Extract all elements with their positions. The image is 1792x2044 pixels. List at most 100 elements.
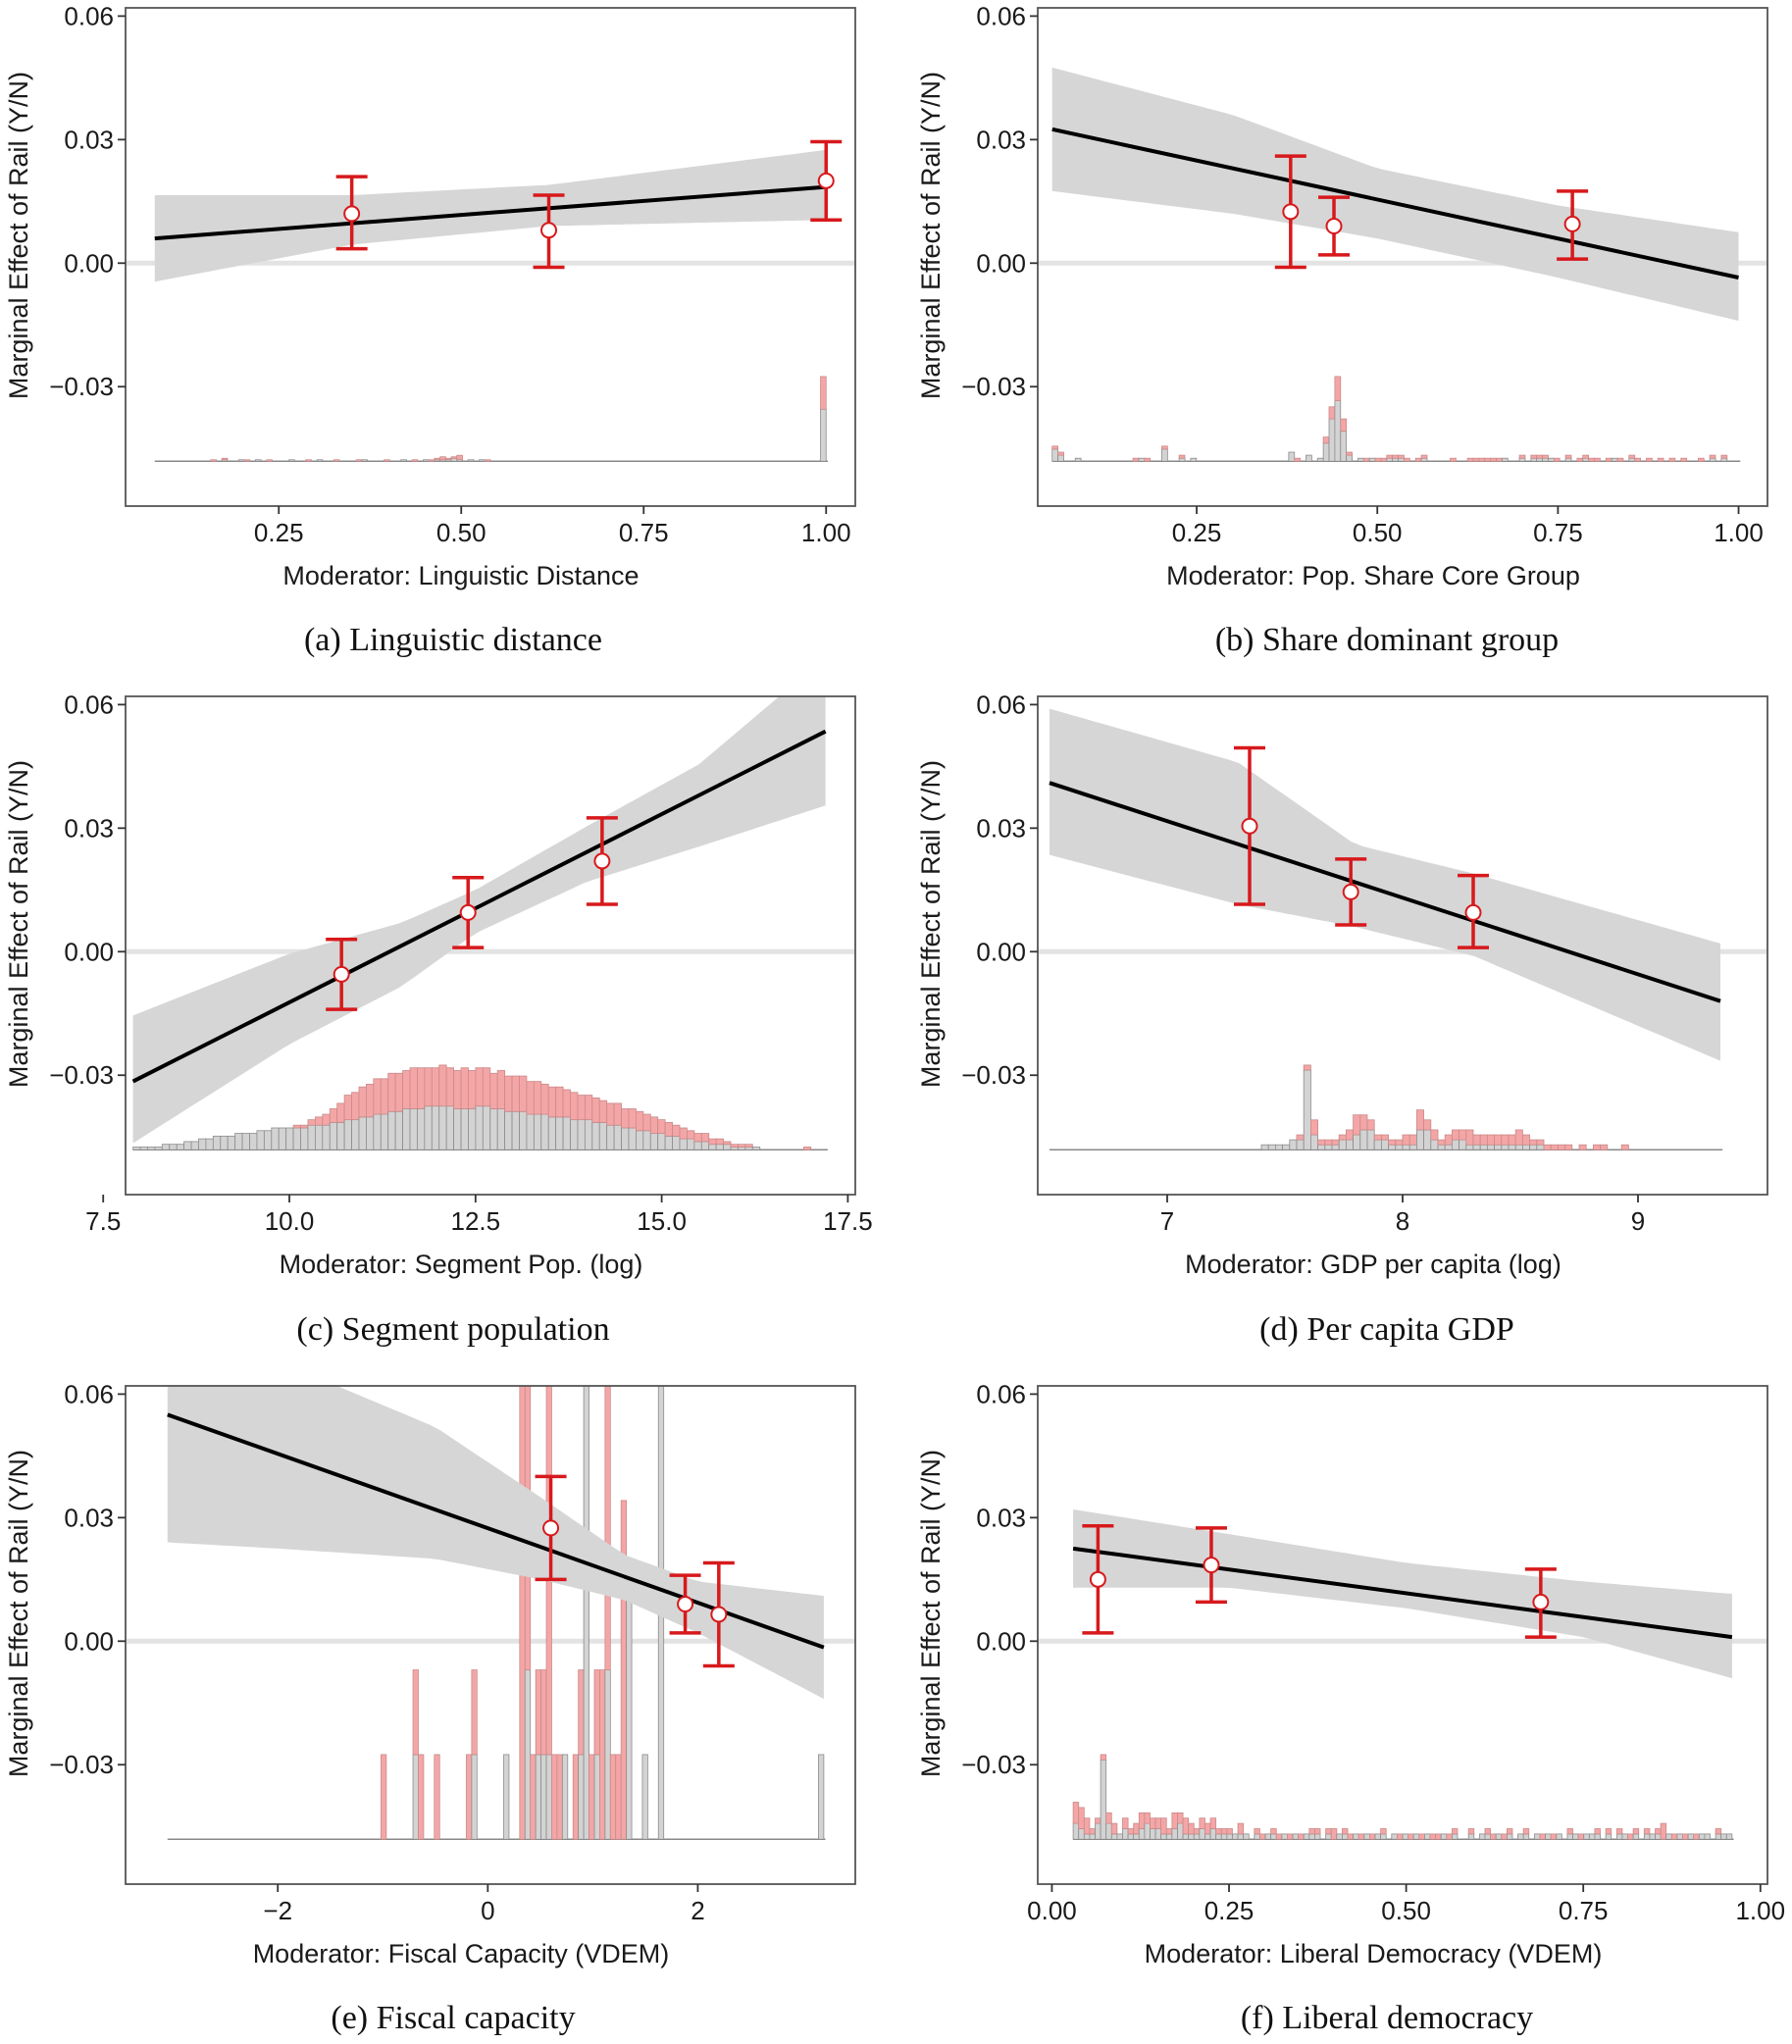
panel-c-hist-bar-grey [322,1124,331,1150]
panel-d-hist-bar-red [1338,1134,1347,1141]
panel-a-point-marker [343,205,361,223]
panel-b-hist-bar-red [1161,445,1168,450]
panel-f-hist-bar-grey [1314,1833,1321,1840]
panel-d-hist-bar-grey [1395,1144,1404,1150]
panel-f-hist-bar-red [1369,1833,1376,1840]
panel-b-hist-bar-red [1564,454,1572,459]
panel-d-xlabel: Moderator: GDP per capita (log) [1185,1250,1562,1279]
panel-c-hist-bar-grey [147,1147,156,1150]
panel-e-hist-bar-grey [593,1754,600,1840]
panel-f-point-marker [1532,1593,1550,1610]
panel-f-hist-bar-grey [1281,1833,1288,1840]
panel-f-hist-bar-red [1089,1828,1096,1835]
panel-c-hist-bar-grey [649,1133,659,1150]
panel-b-ytick-label: 0.00 [976,248,1026,278]
panel-d-hist-bar-red [1353,1114,1361,1136]
panel-e-hist-bar-grey [545,1754,552,1840]
panel-d-hist-bar-grey [1402,1144,1410,1150]
panel-d-point-marker [1241,817,1258,835]
panel-f-ytick-label: 0.00 [976,1626,1026,1656]
panel-b-hist-bar-grey [1386,457,1394,462]
panel-f-hist-bar-grey [1374,1833,1382,1840]
panel-a-hist-bar-red [384,459,390,462]
panel-f-hist-bar-red [1693,1833,1700,1840]
panel-c-hist-bar-grey [424,1105,433,1150]
panel-c-hist-bar-red [445,1067,455,1107]
panel-f-point-marker [1089,1570,1106,1588]
panel-a-ytick-label: −0.03 [49,372,114,401]
panel-f-hist-bar-red [1347,1833,1355,1840]
panel-f-hist-bar-red [1435,1833,1442,1840]
panel-b-hist-bar-red [1414,457,1422,462]
panel-b-hist-bar-grey [1628,457,1636,462]
panel-d-hist-bar-red [1416,1109,1425,1131]
panel-c-xlabel: Moderator: Segment Pop. (log) [280,1250,643,1279]
panel-c-hist-bar-grey [738,1147,746,1150]
panel-c-hist-bar-red [519,1075,528,1112]
panel-f-hist-bar-grey [1144,1822,1151,1840]
panel-a-hist-bar-grey [361,459,368,462]
panel-f-hist-bar-red [1467,1828,1475,1835]
panel-a-hist-bar-red [484,459,491,462]
panel-f-hist-bar-grey [1165,1833,1173,1840]
panel-f-hist-bar-grey [1506,1833,1513,1840]
panel-f-hist-bar-red [1627,1833,1634,1840]
panel-f-hist-bar-grey [1440,1833,1448,1840]
panel-e: Marginal Effect of Rail (Y/N) Moderator:… [4,1379,856,2036]
panel-a-hist-bar-red [355,459,363,462]
panel-c-hist-bar-grey [540,1113,549,1150]
panel-f-point-3 [1524,1567,1557,1639]
panel-c-hist-bar-grey [657,1133,666,1150]
panel-c-hist-bar-red [504,1075,513,1112]
panel-d-hist-bar-grey [1423,1129,1432,1150]
panel-f-hist-bar-red [1122,1817,1129,1829]
panel-d-hist-bar-grey [1296,1139,1305,1150]
panel-f-hist-bar-grey [1303,1833,1310,1840]
panel-a-ytick-label: 0.06 [64,1,114,30]
panel-b-hist-bar-red [1380,457,1388,462]
panel-f-xtick-label: 0.50 [1381,1896,1431,1925]
panel-f-hist-bar-grey [1478,1833,1486,1840]
panel-f-hist-bar-grey [1193,1833,1201,1840]
panel-a-hist-bar-grey [288,459,295,462]
panel-b-hist-bar-grey [1161,448,1168,462]
panel-d-point-marker [1464,903,1482,921]
panel-b-hist-bar-red [1542,454,1549,459]
panel-f-hist-bar-grey [1105,1822,1112,1840]
panel-f-xtick-label: 0.25 [1204,1896,1254,1925]
panel-f-hist-bar-red [1397,1833,1404,1840]
panel-e-ytick-label: 0.06 [64,1379,114,1408]
panel-f-hist-bar-red [1199,1817,1205,1829]
panel-f-hist-bar-red [1298,1833,1305,1840]
panel-a-point-2 [533,193,565,270]
panel-a-hist-bar-red [411,459,419,462]
panel-c-hist-bar-red [482,1067,491,1107]
panel-c-hist-bar-grey [475,1105,484,1150]
panel-f-hist-bar-grey [1204,1833,1211,1840]
panel-d-hist-bar-red [1550,1144,1559,1150]
panel-a-hist-bar-grey [820,408,827,462]
panel-f-plot-area [1038,1509,1767,1841]
panel-f-hist-bar-grey [1127,1833,1135,1840]
panel-e-hist-bar-grey [604,1669,611,1840]
panel-f-hist-bar-grey [1254,1833,1260,1840]
panel-c-hist-bar-red [584,1095,593,1121]
panel-e-hist-bar-red [434,1754,440,1840]
panel-f-xtick-label: 1.00 [1735,1896,1785,1925]
panel-f-hist-bar-red [1182,1817,1190,1835]
panel-c-hist-bar-red [380,1078,389,1115]
panel-f-hist-bar-grey [1517,1833,1524,1840]
panel-f-hist-bar-grey [1150,1828,1156,1840]
panel-c-hist-bar-grey [278,1127,287,1150]
panel-f-point-2 [1195,1526,1227,1605]
panel-e-point-2 [669,1573,701,1635]
panel-f-hist-bar-grey [1676,1833,1683,1840]
panel-e-point-1 [535,1474,567,1582]
panel-f-hist-bar-grey [1199,1828,1205,1840]
panel-d-hist-bar-red [1514,1129,1523,1146]
panel-d-hist-bar-red [1317,1139,1326,1146]
panel-c-hist-bar-red [292,1124,301,1129]
panel-d-point-2 [1335,857,1367,927]
panel-f-hist-bar-grey [1160,1833,1167,1840]
panel-e-frame [125,1385,856,1885]
